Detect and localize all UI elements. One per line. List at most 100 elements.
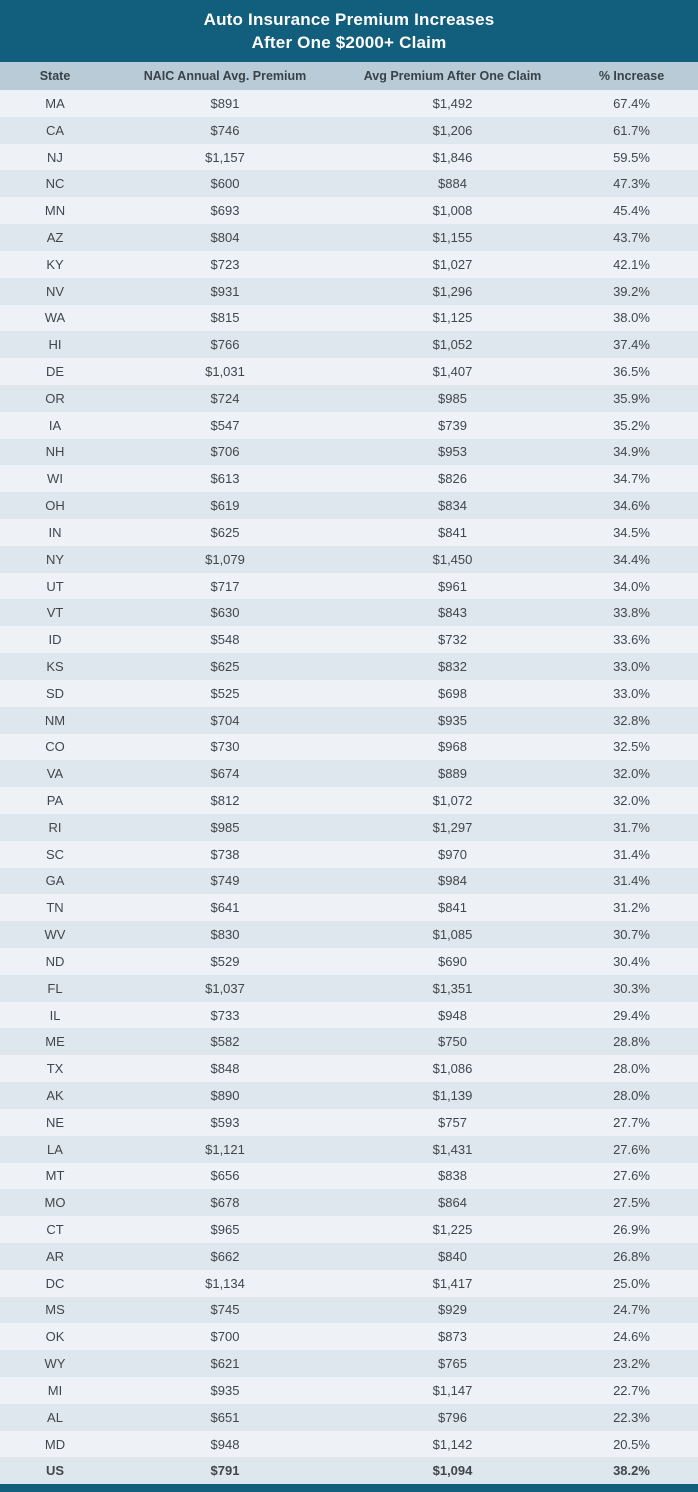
premium-after-claim-cell: $948	[438, 1007, 467, 1023]
percent-increase-cell: 38.2%	[613, 1463, 650, 1479]
premium-after-claim-cell: $690	[438, 953, 467, 969]
naic-avg-premium-cell: $766	[210, 337, 240, 353]
naic-avg-premium-cell: $1,134	[205, 1275, 245, 1291]
naic-avg-premium-cell: $717	[210, 578, 240, 594]
column-header-state: State	[39, 69, 71, 83]
naic-avg-premium-cell: $815	[210, 310, 240, 326]
percent-increase-cell: 29.4%	[613, 1007, 650, 1023]
percent-increase-cell: 35.9%	[613, 390, 650, 406]
naic-avg-premium-cell: $1,157	[205, 149, 245, 165]
percent-increase-cell: 37.4%	[613, 337, 650, 353]
percent-increase-cell: 30.3%	[613, 980, 650, 996]
percent-increase-cell: 30.4%	[613, 953, 650, 969]
state-cell: AR	[45, 1248, 65, 1264]
table-row: IN $625 $841 34.5%	[0, 519, 698, 546]
percent-increase-cell: 27.6%	[613, 1168, 650, 1184]
naic-avg-premium-cell: $619	[210, 498, 240, 514]
naic-avg-premium-cell: $651	[210, 1409, 240, 1425]
premium-after-claim-cell: $1,125	[432, 310, 473, 326]
naic-avg-premium-cell: $582	[210, 1034, 240, 1050]
state-cell: NY	[45, 551, 65, 567]
naic-avg-premium-cell: $745	[210, 1302, 240, 1318]
percent-increase-cell: 36.5%	[613, 364, 650, 380]
state-cell: MN	[44, 203, 66, 219]
table-row: DE $1,031 $1,407 36.5%	[0, 358, 698, 385]
state-cell: IA	[48, 417, 62, 433]
premium-after-claim-cell: $765	[438, 1356, 467, 1372]
table-row: WA $815 $1,125 38.0%	[0, 304, 698, 332]
percent-increase-cell: 34.6%	[613, 498, 650, 514]
state-cell: CA	[45, 122, 65, 138]
percent-increase-cell: 34.4%	[613, 551, 650, 567]
table-row: NV $931 $1,296 39.2%	[0, 277, 698, 305]
premium-after-claim-cell: $1,297	[432, 819, 473, 835]
percent-increase-cell: 27.5%	[613, 1195, 650, 1211]
naic-avg-premium-cell: $678	[210, 1195, 240, 1211]
table-row: GA $749 $984 31.4%	[0, 867, 698, 895]
state-cell: KS	[46, 658, 64, 674]
percent-increase-cell: 31.7%	[613, 819, 650, 835]
percent-increase-cell: 45.4%	[613, 203, 650, 219]
state-cell: TN	[46, 900, 64, 916]
footer-accent-bar	[0, 1484, 698, 1492]
state-cell: VT	[46, 605, 64, 621]
table-row: SC $738 $970 31.4%	[0, 840, 698, 868]
premium-after-claim-cell: $1,351	[432, 980, 473, 996]
percent-increase-cell: 33.0%	[613, 685, 650, 701]
state-cell: WI	[47, 471, 63, 487]
table-row: PA $812 $1,072 32.0%	[0, 787, 698, 814]
premium-after-claim-cell: $796	[438, 1409, 467, 1425]
naic-avg-premium-cell: $848	[210, 1061, 240, 1077]
state-cell: SD	[45, 685, 65, 701]
premium-after-claim-cell: $1,008	[432, 203, 473, 219]
table-row: HI $766 $1,052 37.4%	[0, 331, 698, 359]
naic-avg-premium-cell: $733	[210, 1007, 240, 1023]
percent-increase-cell: 23.2%	[613, 1356, 650, 1372]
table-row: MN $693 $1,008 45.4%	[0, 197, 698, 225]
naic-avg-premium-cell: $700	[210, 1329, 240, 1345]
table-row: SD $525 $698 33.0%	[0, 679, 698, 707]
state-cell: VA	[46, 766, 64, 782]
premium-after-claim-cell: $838	[438, 1168, 467, 1184]
state-cell: NC	[45, 176, 65, 192]
table-row: TN $641 $841 31.2%	[0, 894, 698, 922]
premium-after-claim-cell: $1,206	[432, 122, 473, 138]
premium-after-claim-cell: $953	[438, 444, 467, 460]
percent-increase-cell: 47.3%	[613, 176, 650, 192]
naic-avg-premium-cell: $625	[210, 524, 240, 540]
premium-after-claim-cell: $1,027	[432, 256, 473, 272]
state-cell: MT	[45, 1168, 65, 1184]
percent-increase-cell: 33.8%	[613, 605, 650, 621]
table-row: CA $746 $1,206 61.7%	[0, 116, 698, 144]
premium-after-claim-cell: $884	[438, 176, 467, 192]
state-cell: DC	[45, 1275, 65, 1291]
premium-after-claim-cell: $698	[438, 685, 467, 701]
percent-increase-cell: 33.0%	[613, 658, 650, 674]
percent-increase-cell: 24.7%	[613, 1302, 650, 1318]
naic-avg-premium-cell: $931	[210, 283, 240, 299]
percent-increase-cell: 34.9%	[613, 444, 650, 460]
percent-increase-cell: 28.0%	[613, 1087, 650, 1103]
premium-after-claim-cell: $935	[438, 712, 467, 728]
state-cell: CT	[46, 1222, 64, 1238]
premium-after-claim-cell: $757	[438, 1114, 467, 1130]
table-row: AL $651 $796 22.3%	[0, 1403, 698, 1431]
percent-increase-cell: 32.0%	[613, 766, 650, 782]
table-row: AR $662 $840 26.8%	[0, 1242, 698, 1270]
premium-after-claim-cell: $841	[438, 900, 467, 916]
premium-after-claim-cell: $864	[438, 1195, 467, 1211]
table-row: UT $717 $961 34.0%	[0, 572, 698, 600]
premium-after-claim-cell: $929	[438, 1302, 467, 1318]
column-header-percent-increase: % Increase	[598, 69, 665, 83]
title-line-1: Auto Insurance Premium Increases	[203, 10, 495, 29]
premium-after-claim-cell: $970	[438, 846, 467, 862]
table-row: AZ $804 $1,155 43.7%	[0, 224, 698, 251]
premium-after-claim-cell: $732	[438, 632, 467, 648]
table-row: NH $706 $953 34.9%	[0, 438, 698, 466]
table-row: ID $548 $732 33.6%	[0, 626, 698, 654]
state-cell: MA	[45, 95, 65, 111]
percent-increase-cell: 24.6%	[613, 1329, 650, 1345]
naic-avg-premium-cell: $706	[210, 444, 240, 460]
table-row: LA $1,121 $1,431 27.6%	[0, 1135, 698, 1163]
naic-avg-premium-cell: $948	[210, 1436, 240, 1452]
